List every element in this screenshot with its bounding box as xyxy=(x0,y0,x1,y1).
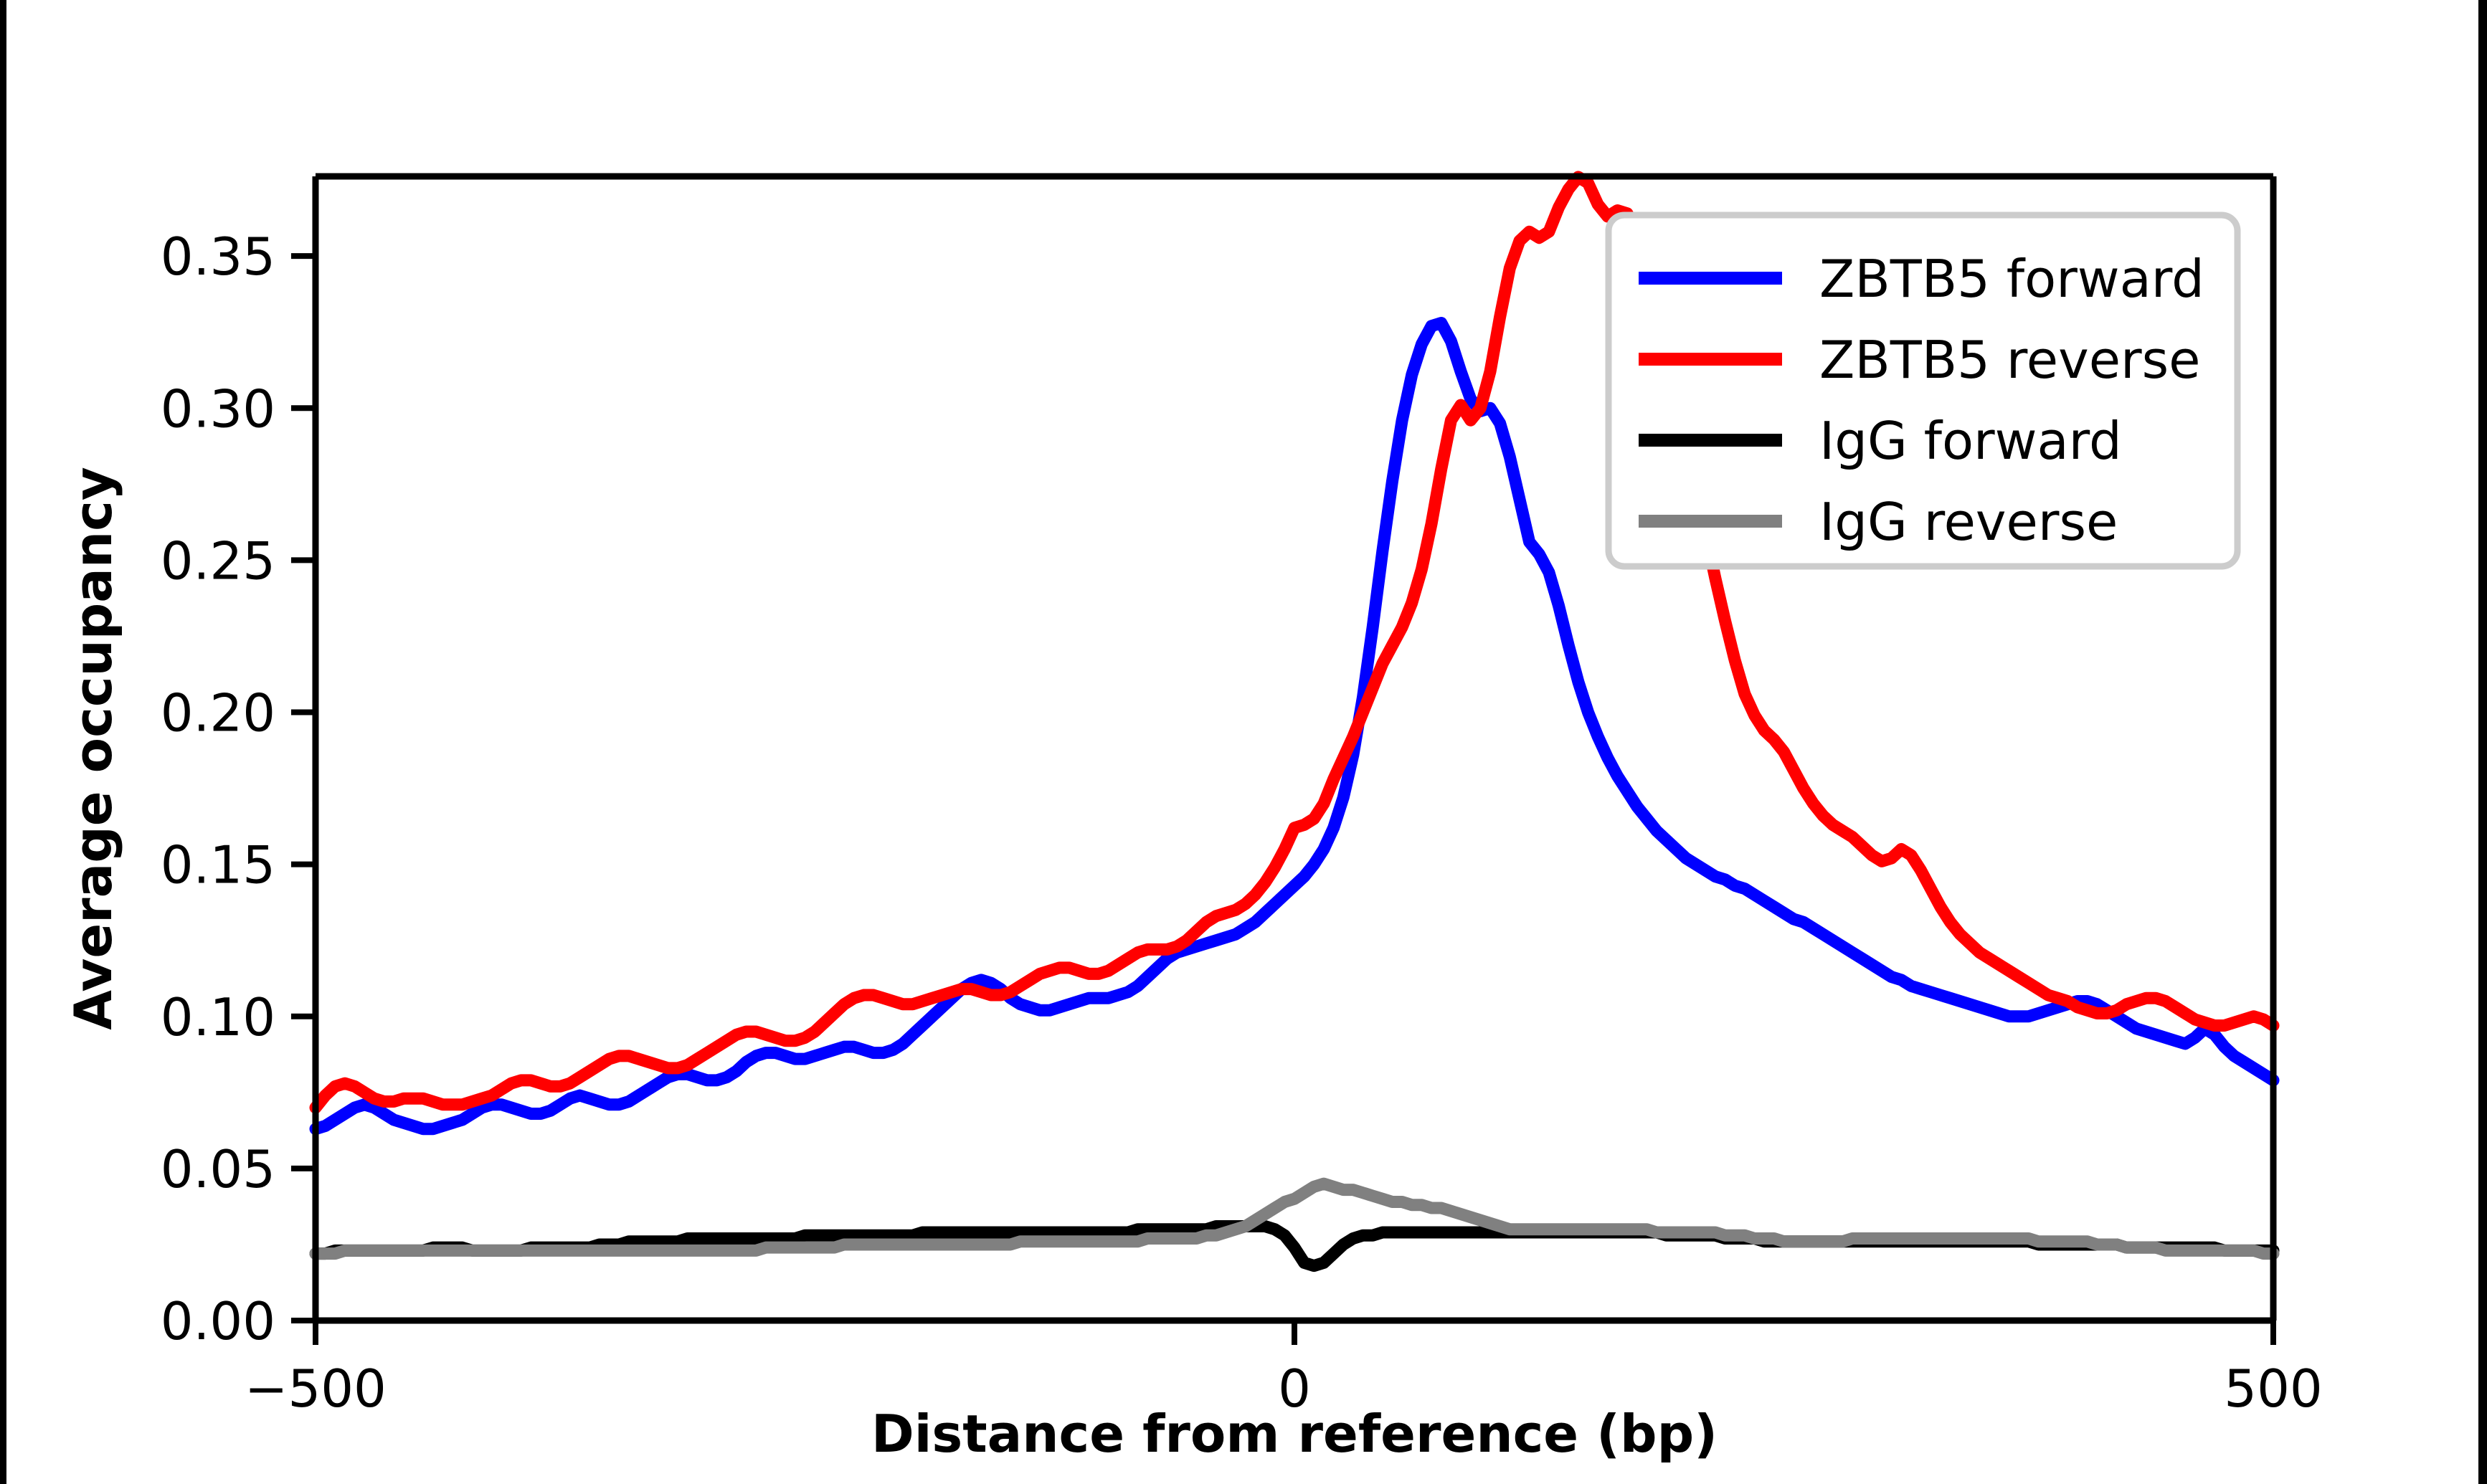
x-axis-title: Distance from reference (bp) xyxy=(871,1404,1718,1464)
y-tick-label: 0.35 xyxy=(161,227,275,287)
y-tick-label: 0.25 xyxy=(161,531,275,591)
legend-label-igg-reverse: IgG reverse xyxy=(1819,492,2118,552)
canvas-right-border xyxy=(2478,0,2487,1484)
x-tick-label: 0 xyxy=(1278,1359,1311,1419)
legend-label-igg-forward: IgG forward xyxy=(1819,411,2122,471)
y-tick-label: 0.30 xyxy=(161,379,275,439)
legend-entries: ZBTB5 forward ZBTB5 reverse IgG forward IgG… xyxy=(1639,249,2204,552)
canvas-left-border xyxy=(0,0,6,1484)
y-tick-label: 0.15 xyxy=(161,835,275,895)
series-line-zbtb5-reverse xyxy=(309,171,2280,1114)
series-layer xyxy=(309,171,2280,1273)
y-tick-label: 0.05 xyxy=(161,1139,275,1199)
x-tick-label: 500 xyxy=(2224,1359,2322,1419)
legend-label-zbtb5-forward: ZBTB5 forward xyxy=(1819,249,2204,309)
legend-label-zbtb5-reverse: ZBTB5 reverse xyxy=(1819,330,2200,390)
y-tick-label: 0.10 xyxy=(161,987,275,1047)
legend-box xyxy=(1605,211,2241,570)
y-tick-label: 0.00 xyxy=(161,1291,275,1351)
series-line-igg-reverse xyxy=(309,1177,2280,1260)
y-tick-label: 0.20 xyxy=(161,683,275,743)
tick-marks xyxy=(291,253,2276,1345)
legend: ZBTB5 forward ZBTB5 reverse IgG forward IgG… xyxy=(1605,211,2241,570)
y-tick-labels: 0.00 0.05 0.10 0.15 0.20 0.25 0.30 0.35 xyxy=(161,227,275,1351)
x-tick-labels: −500 0 500 xyxy=(245,1359,2323,1419)
series-line-zbtb5-forward xyxy=(309,316,2280,1136)
y-axis-title: Average occupancy xyxy=(63,467,123,1030)
x-tick-label: −500 xyxy=(245,1359,387,1419)
